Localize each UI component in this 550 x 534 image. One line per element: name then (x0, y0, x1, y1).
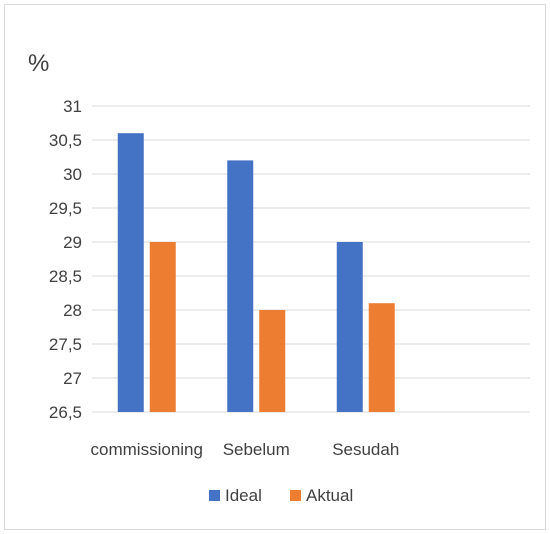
y-tick-label: 28,5 (49, 267, 82, 286)
bar-ideal-2 (336, 242, 363, 412)
y-tick-label: 26,5 (49, 403, 82, 422)
bar-ideal-1 (227, 160, 254, 412)
bar-ideal-0 (117, 133, 144, 412)
legend-swatch-aktual (290, 490, 301, 501)
category-label: Sesudah (332, 440, 399, 459)
bar-aktual-1 (259, 310, 286, 412)
legend-label-aktual: Aktual (306, 486, 353, 505)
y-tick-label: 27,5 (49, 335, 82, 354)
bar-aktual-0 (149, 242, 176, 412)
chart-frame (4, 4, 546, 530)
category-label: Sebelum (223, 440, 290, 459)
y-tick-label: 29,5 (49, 199, 82, 218)
y-tick-label: 29 (63, 233, 82, 252)
y-tick-label: 30,5 (49, 131, 82, 150)
y-tick-label: 30 (63, 165, 82, 184)
category-labels: commissioning Sebelum Sesudah (91, 440, 400, 459)
y-tick-label: 28 (63, 301, 82, 320)
category-label: commissioning (91, 440, 203, 459)
y-axis-label: % (28, 50, 49, 77)
legend-label-ideal: Ideal (225, 486, 262, 505)
bar-aktual-2 (368, 303, 395, 412)
y-tick-labels: 31 30,5 30 29,5 29 28,5 28 27,5 27 26,5 (49, 97, 82, 422)
bars (117, 133, 395, 412)
y-tick-label: 31 (63, 97, 82, 116)
legend-swatch-ideal (209, 490, 220, 501)
y-tick-label: 27 (63, 369, 82, 388)
legend: Ideal Aktual (209, 486, 353, 505)
